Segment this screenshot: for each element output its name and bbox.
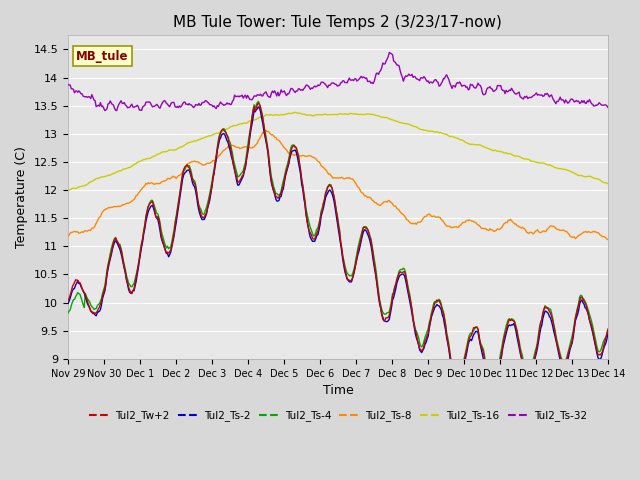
Legend: Tul2_Tw+2, Tul2_Ts-2, Tul2_Ts-4, Tul2_Ts-8, Tul2_Ts-16, Tul2_Ts-32: Tul2_Tw+2, Tul2_Ts-2, Tul2_Ts-4, Tul2_Ts… <box>84 406 591 425</box>
Y-axis label: Temperature (C): Temperature (C) <box>15 146 28 248</box>
Title: MB Tule Tower: Tule Temps 2 (3/23/17-now): MB Tule Tower: Tule Temps 2 (3/23/17-now… <box>173 15 502 30</box>
Text: MB_tule: MB_tule <box>76 50 129 63</box>
X-axis label: Time: Time <box>323 384 353 397</box>
